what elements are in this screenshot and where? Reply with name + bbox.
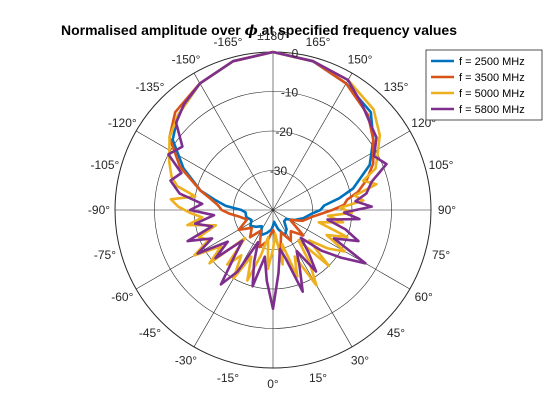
theta-tick-label: 105°: [429, 158, 454, 172]
theta-tick-label: -30°: [175, 354, 197, 368]
theta-tick-label: -60°: [111, 290, 133, 304]
legend-label: f = 2500 MHz: [459, 56, 525, 68]
theta-tick-label: 150°: [348, 52, 373, 66]
theta-tick-label: 15°: [309, 371, 327, 385]
r-gridline: [154, 91, 392, 329]
r-tick-label: -20: [275, 125, 293, 139]
theta-tick-label: 165°: [306, 35, 331, 49]
theta-tick-label: -45°: [139, 326, 161, 340]
legend-label: f = 5800 MHz: [459, 104, 525, 116]
theta-tick-label: -150°: [172, 52, 201, 66]
theta-tick-label: 45°: [387, 326, 405, 340]
theta-tick-label: -105°: [91, 158, 120, 172]
r-tick-label: -30: [270, 164, 288, 178]
legend: f = 2500 MHz f = 3500 MHz f = 5000 MHz f = …: [425, 49, 543, 121]
legend-label: f = 3500 MHz: [459, 72, 525, 84]
theta-tick-label: 0°: [267, 377, 279, 391]
r-tick-label: 0: [292, 47, 299, 61]
theta-tick-label: -165°: [214, 35, 243, 49]
series-line: [167, 50, 382, 287]
series-lines: [167, 50, 388, 311]
theta-tick-label: 60°: [415, 290, 433, 304]
theta-tick-label: 90°: [438, 203, 456, 217]
theta-tick-label: ±180°: [257, 29, 289, 43]
theta-tick-label: -90°: [88, 203, 110, 217]
r-tick-label: -10: [281, 86, 299, 100]
theta-tick-labels: 0° 15°30°45°60°75°90°105°120°135°150°165°…: [88, 29, 456, 391]
theta-tick-label: 30°: [351, 354, 369, 368]
theta-tick-label: -75°: [94, 248, 116, 262]
theta-tick-label: 75°: [432, 248, 450, 262]
theta-tick-label: -15°: [217, 371, 239, 385]
theta-tick-label: -120°: [108, 116, 137, 130]
r-tick-labels: 0 -10 -20 -30: [270, 47, 299, 178]
chart-title: Normalised amplitude over ϕ at specified…: [61, 22, 457, 39]
polar-grid: [114, 51, 432, 369]
series-line: [167, 50, 388, 311]
theta-tick-label: 135°: [384, 80, 409, 94]
legend-label: f = 5000 MHz: [459, 88, 525, 100]
theta-tick-label: -135°: [136, 80, 165, 94]
